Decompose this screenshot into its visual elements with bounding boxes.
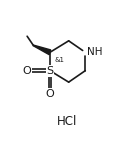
Text: NH: NH bbox=[87, 47, 103, 57]
Text: O: O bbox=[46, 89, 54, 99]
Text: S: S bbox=[46, 66, 54, 76]
Polygon shape bbox=[33, 45, 51, 55]
Text: O: O bbox=[23, 66, 31, 76]
Text: HCl: HCl bbox=[56, 115, 77, 128]
Text: &1: &1 bbox=[54, 57, 64, 63]
